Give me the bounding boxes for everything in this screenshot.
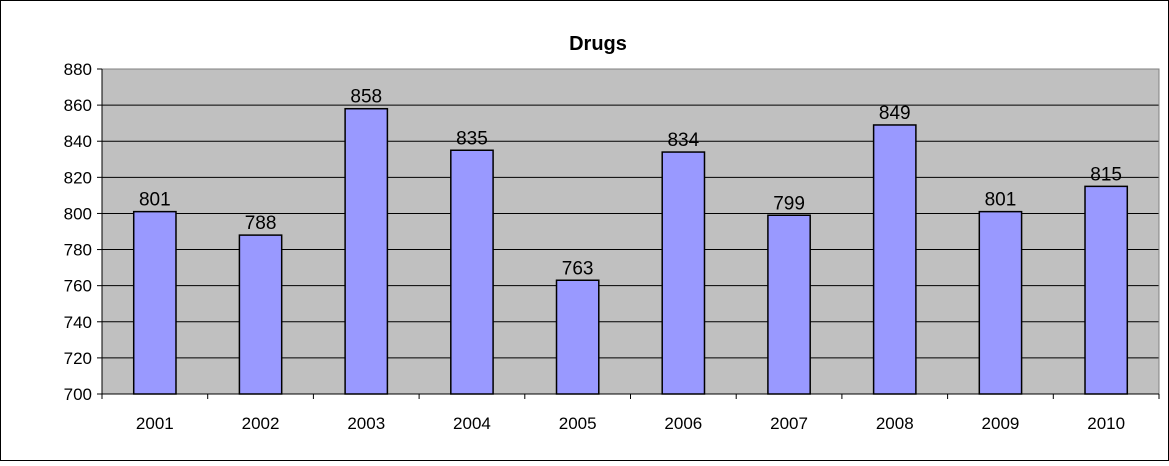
bar-2002	[238, 234, 283, 395]
x-tick-label: 2003	[347, 414, 385, 433]
y-tick-label: 760	[64, 277, 92, 296]
x-tick-label: 2006	[664, 414, 702, 433]
y-tick-label: 820	[64, 168, 92, 187]
y-tick-label: 880	[64, 60, 92, 79]
data-label: 858	[350, 87, 382, 108]
chart-title: Drugs	[569, 33, 627, 55]
bar-2010	[1084, 185, 1129, 395]
x-tick-label: 2007	[770, 414, 808, 433]
data-label: 815	[1090, 164, 1122, 185]
x-tick-label: 2008	[876, 414, 914, 433]
data-label: 834	[667, 130, 699, 151]
data-label: 763	[562, 258, 594, 279]
x-tick-label: 2009	[982, 414, 1020, 433]
y-tick-label: 780	[64, 241, 92, 260]
bar-2008	[872, 124, 917, 395]
data-label: 788	[245, 213, 277, 234]
bar-2009	[978, 210, 1023, 395]
data-label: 801	[139, 190, 171, 211]
x-tick-label: 2005	[559, 414, 597, 433]
x-tick-label: 2004	[453, 414, 491, 433]
y-tick-label: 740	[64, 313, 92, 332]
y-tick-label: 860	[64, 96, 92, 115]
data-label: 799	[773, 193, 805, 214]
bar-2005	[555, 279, 600, 395]
plot-area: 700 720 740 760 780 800 820 840 860 880 801 2001 788…	[64, 60, 1160, 433]
bar-2003	[344, 107, 389, 395]
bar-2007	[767, 214, 811, 395]
y-tick-label: 800	[64, 204, 92, 223]
x-tick-label: 2001	[136, 414, 174, 433]
y-tick-label: 700	[64, 385, 92, 404]
data-label: 835	[456, 128, 488, 149]
x-tick-label: 2010	[1087, 414, 1125, 433]
bar-2004	[450, 149, 494, 395]
data-label: 849	[879, 103, 911, 124]
data-label: 801	[985, 190, 1017, 211]
y-tick-label: 720	[64, 349, 92, 368]
bar-2001	[132, 210, 177, 395]
bar-2006	[661, 151, 706, 395]
y-tick-label: 840	[64, 132, 92, 151]
x-tick-label: 2002	[242, 414, 280, 433]
